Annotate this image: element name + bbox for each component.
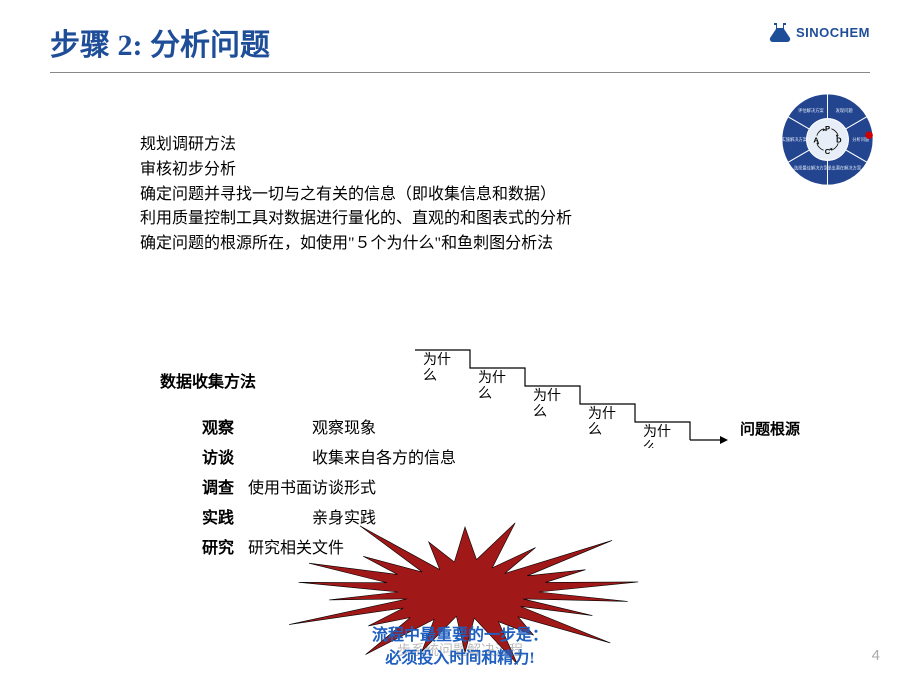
slide: 步骤 2: 分析问题 SINOCHEM 规划调研方法 审核初步分析 确定问题并寻… [0, 0, 920, 690]
svg-text:评估解决方案: 评估解决方案 [798, 107, 824, 114]
svg-text:C: C [825, 147, 831, 156]
table-row: 调查使用书面访谈形式 [202, 472, 456, 500]
svg-text:为什: 为什 [588, 406, 616, 422]
svg-text:为什: 为什 [643, 424, 671, 440]
svg-text:实施解决方案: 实施解决方案 [781, 136, 807, 143]
svg-text:为什: 为什 [533, 388, 561, 404]
bullet-item: 确定问题的根源所在，如使用"５个为什么"和鱼刺图分析法 [140, 232, 870, 257]
section-title: 数据收集方法 [160, 368, 256, 392]
svg-text:发现问题: 发现问题 [836, 107, 854, 114]
header: 步骤 2: 分析问题 SINOCHEM [50, 20, 870, 64]
root-cause-label: 问题根源 [740, 418, 800, 439]
svg-text:P: P [825, 124, 830, 133]
svg-text:提出潜在解决方案: 提出潜在解决方案 [827, 165, 862, 172]
page-title: 步骤 2: 分析问题 [50, 20, 270, 64]
logo-text: SINOCHEM [796, 25, 870, 40]
bottom-line1: 流程中最重要的一步是： [0, 625, 920, 647]
svg-text:么: 么 [478, 386, 492, 402]
logo: SINOCHEM [768, 20, 870, 44]
method-label: 访谈 [202, 442, 246, 470]
bullet-item: 审核初步分析 [140, 158, 870, 183]
bullet-item: 规划调研方法 [140, 133, 870, 158]
svg-text:么: 么 [533, 404, 547, 420]
bullet-list: 规划调研方法 审核初步分析 确定问题并寻找一切与之有关的信息（即收集信息和数据）… [140, 133, 870, 257]
bullet-item: 利用质量控制工具对数据进行量化的、直观的和图表式的分析 [140, 207, 870, 232]
svg-text:么: 么 [588, 422, 602, 438]
svg-text:选择最佳解决方案: 选择最佳解决方案 [794, 165, 829, 172]
bullet-item: 确定问题并寻找一切与之有关的信息（即收集信息和数据） [140, 183, 870, 208]
svg-text:么: 么 [423, 368, 437, 384]
svg-text:为什: 为什 [478, 370, 506, 386]
bottom-line2: 必须投入时间和精力! [0, 648, 920, 670]
flask-icon [768, 20, 792, 44]
method-label: 观察 [202, 412, 246, 440]
method-desc: 使用书面访谈形式 [248, 472, 456, 500]
divider [50, 72, 870, 73]
method-label: 调查 [202, 472, 246, 500]
svg-text:为什: 为什 [423, 352, 451, 368]
svg-text:么: 么 [643, 440, 657, 448]
bottom-callout: 流程中最重要的一步是： 必须投入时间和精力! [0, 625, 920, 670]
why-stairs-diagram: 为什么为什么为什么为什么为什么 [415, 338, 745, 448]
pdca-wheel-icon: 发现问题分析问题提出潜在解决方案选择最佳解决方案实施解决方案评估解决方案PDCA [780, 92, 875, 187]
